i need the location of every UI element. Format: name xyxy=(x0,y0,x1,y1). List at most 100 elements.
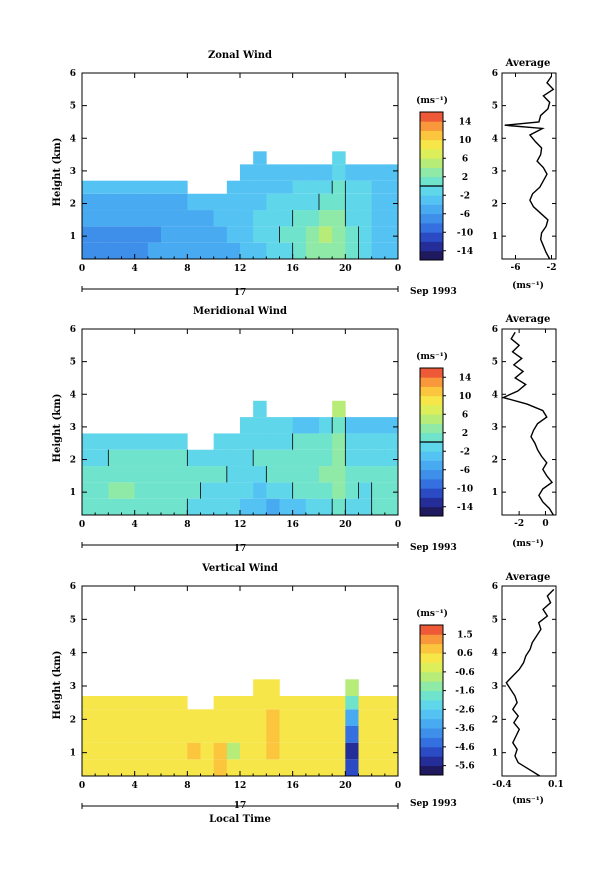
heatmap-cell xyxy=(226,759,241,776)
heatmap-cell xyxy=(161,226,175,243)
heatmap-cell xyxy=(82,242,96,259)
heatmap-cell xyxy=(358,449,372,467)
heatmap-cell xyxy=(187,742,201,760)
heatmap-cell xyxy=(121,433,135,450)
colorbar-swatch xyxy=(420,681,443,692)
heatmap-cell xyxy=(213,498,228,515)
heatmap-cell xyxy=(187,242,201,259)
heatmap-cell xyxy=(305,726,320,743)
heatmap-cell xyxy=(305,482,320,499)
heatmap-cell xyxy=(371,696,386,710)
colorbar-label: -1.6 xyxy=(455,687,474,697)
heatmap-cell xyxy=(253,482,267,499)
profile-y-tick-label: 6 xyxy=(492,325,498,335)
heatmap-cell xyxy=(82,696,96,710)
meridional-date-label: Sep 1993 xyxy=(410,543,457,553)
heatmap-cell xyxy=(358,709,372,726)
heatmap-cell xyxy=(95,449,109,467)
meridional-colorbar: 14 10 6 2 -2 -6 -10 -14 xyxy=(419,367,473,517)
y-tick-label: 4 xyxy=(70,134,76,144)
heatmap-cell xyxy=(147,210,162,227)
heatmap-cell xyxy=(292,759,307,776)
heatmap-cell xyxy=(292,417,307,434)
heatmap-cell xyxy=(240,433,254,450)
heatmap-cell xyxy=(345,679,359,696)
heatmap-cell xyxy=(371,449,386,467)
heatmap-cell xyxy=(371,742,386,760)
heatmap-cell xyxy=(319,742,333,760)
heatmap-cell xyxy=(358,417,372,434)
heatmap-cell xyxy=(82,759,96,776)
heatmap-cell xyxy=(345,742,359,760)
heatmap-cell xyxy=(319,466,333,483)
heatmap-cell xyxy=(292,709,307,726)
heatmap-cell xyxy=(332,400,346,418)
heatmap-cell xyxy=(108,709,122,726)
colorbar-swatch xyxy=(420,149,443,159)
heatmap-cell xyxy=(384,466,399,483)
profile-y-tick-label: 6 xyxy=(492,582,498,592)
heatmap-cell xyxy=(187,498,201,515)
zonal-contours xyxy=(279,180,359,259)
heatmap-cell xyxy=(240,482,254,499)
heatmap-cell xyxy=(95,696,109,710)
heatmap-cell xyxy=(213,482,228,499)
heatmap-cell xyxy=(226,742,241,760)
heatmap-cell xyxy=(266,482,280,499)
heatmap-cell xyxy=(279,498,293,515)
colorbar-label: 1.5 xyxy=(457,630,473,640)
heatmap-cell xyxy=(253,164,267,181)
heatmap-cell xyxy=(266,726,280,743)
heatmap-cell xyxy=(108,726,122,743)
heatmap-cell xyxy=(174,226,188,243)
heatmap-cell xyxy=(266,449,280,467)
heatmap-cell xyxy=(240,193,254,211)
heatmap-cell xyxy=(95,180,109,194)
heatmap-cell xyxy=(358,482,372,499)
colorbar-label: 14 xyxy=(459,117,472,127)
heatmap-cell xyxy=(147,726,162,743)
y-tick-label: 5 xyxy=(70,615,76,625)
heatmap-cell xyxy=(266,742,280,760)
colorbar-swatch xyxy=(420,223,443,233)
colorbar-label: -2 xyxy=(460,191,470,201)
profile-y-tick-label: 6 xyxy=(492,69,498,79)
heatmap-cell xyxy=(161,242,175,259)
profile-y-tick-label: 4 xyxy=(492,134,498,144)
heatmap-cell xyxy=(332,180,346,194)
heatmap-cell xyxy=(187,449,201,467)
heatmap-cell xyxy=(161,696,175,710)
colorbar-swatch xyxy=(420,232,443,242)
heatmap-cell xyxy=(292,433,307,450)
heatmap-cell xyxy=(279,696,293,710)
meridional-profile-title: Average xyxy=(505,314,551,325)
heatmap-cell xyxy=(332,742,346,760)
heatmap-cell xyxy=(371,180,386,194)
heatmap-cell xyxy=(147,696,162,710)
heatmap-cell xyxy=(292,449,307,467)
heatmap-cell xyxy=(345,726,359,743)
heatmap-cell xyxy=(253,417,267,434)
zonal-xticks: 0 4 8 12 16 20 0 xyxy=(79,73,401,274)
heatmap-cell xyxy=(121,498,135,515)
heatmap-cell xyxy=(345,417,359,434)
heatmap-cell xyxy=(384,193,399,211)
heatmap-cell xyxy=(240,498,254,515)
heatmap-cell xyxy=(279,482,293,499)
heatmap-cell xyxy=(371,709,386,726)
heatmap-cell xyxy=(161,466,175,483)
heatmap-cell xyxy=(174,449,188,467)
heatmap-cell xyxy=(95,193,109,211)
heatmap-cell xyxy=(108,193,122,211)
y-tick-label: 1 xyxy=(70,749,76,759)
heatmap-cell xyxy=(266,164,280,181)
colorbar-swatch xyxy=(420,634,443,645)
heatmap-cell xyxy=(82,482,96,499)
heatmap-cell xyxy=(345,433,359,450)
heatmap-cell xyxy=(253,742,267,760)
local-time-label: Local Time xyxy=(209,814,271,825)
y-tick-label: 3 xyxy=(70,167,76,177)
heatmap-cell xyxy=(253,433,267,450)
heatmap-cell xyxy=(174,210,188,227)
